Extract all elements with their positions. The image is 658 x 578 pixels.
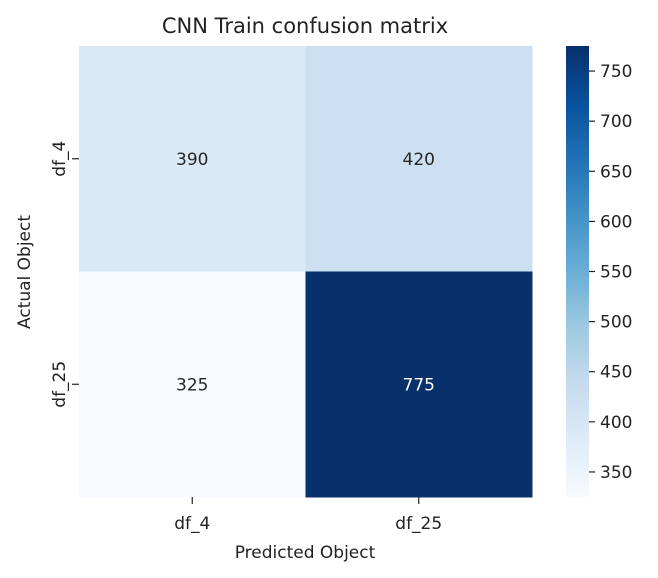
colorbar-tick-label: 650 bbox=[600, 162, 632, 182]
heatmap-cell bbox=[79, 271, 306, 498]
x-axis-label: Predicted Object bbox=[235, 543, 376, 563]
heatmap-cell bbox=[79, 46, 306, 272]
colorbar-tick-label: 450 bbox=[600, 363, 632, 383]
heatmap-cell bbox=[305, 46, 533, 272]
colorbar-tick-label: 700 bbox=[600, 112, 632, 132]
cell-value-label: 325 bbox=[176, 375, 208, 395]
y-tick-label: df_4 bbox=[50, 141, 70, 177]
y-tick-label: df_25 bbox=[50, 361, 70, 408]
colorbar-ticks: 350 400 450 500 550 600 650 700 750 bbox=[589, 62, 632, 483]
colorbar-tick-label: 350 bbox=[600, 463, 632, 483]
x-tick-label: df_25 bbox=[395, 514, 442, 534]
colorbar-tick-label: 600 bbox=[600, 212, 632, 232]
colorbar bbox=[566, 46, 589, 497]
cell-value-label: 420 bbox=[403, 150, 435, 170]
heatmap-cells bbox=[79, 46, 533, 498]
x-tick-label: df_4 bbox=[174, 514, 210, 534]
cell-value-label: 775 bbox=[403, 375, 435, 395]
colorbar-tick-label: 400 bbox=[600, 413, 632, 433]
heatmap-annotations: 390 420 325 775 bbox=[176, 150, 435, 396]
colorbar-tick-label: 550 bbox=[600, 263, 632, 283]
y-axis-label: Actual Object bbox=[15, 215, 35, 329]
y-axis-ticks: df_4 df_25 bbox=[50, 141, 79, 408]
heatmap-cell bbox=[305, 271, 533, 498]
colorbar-tick-label: 500 bbox=[600, 313, 632, 333]
colorbar-tick-label: 750 bbox=[600, 62, 632, 82]
cell-value-label: 390 bbox=[176, 150, 208, 170]
x-axis-ticks: df_4 df_25 bbox=[174, 497, 442, 534]
chart-title: CNN Train confusion matrix bbox=[162, 14, 448, 38]
